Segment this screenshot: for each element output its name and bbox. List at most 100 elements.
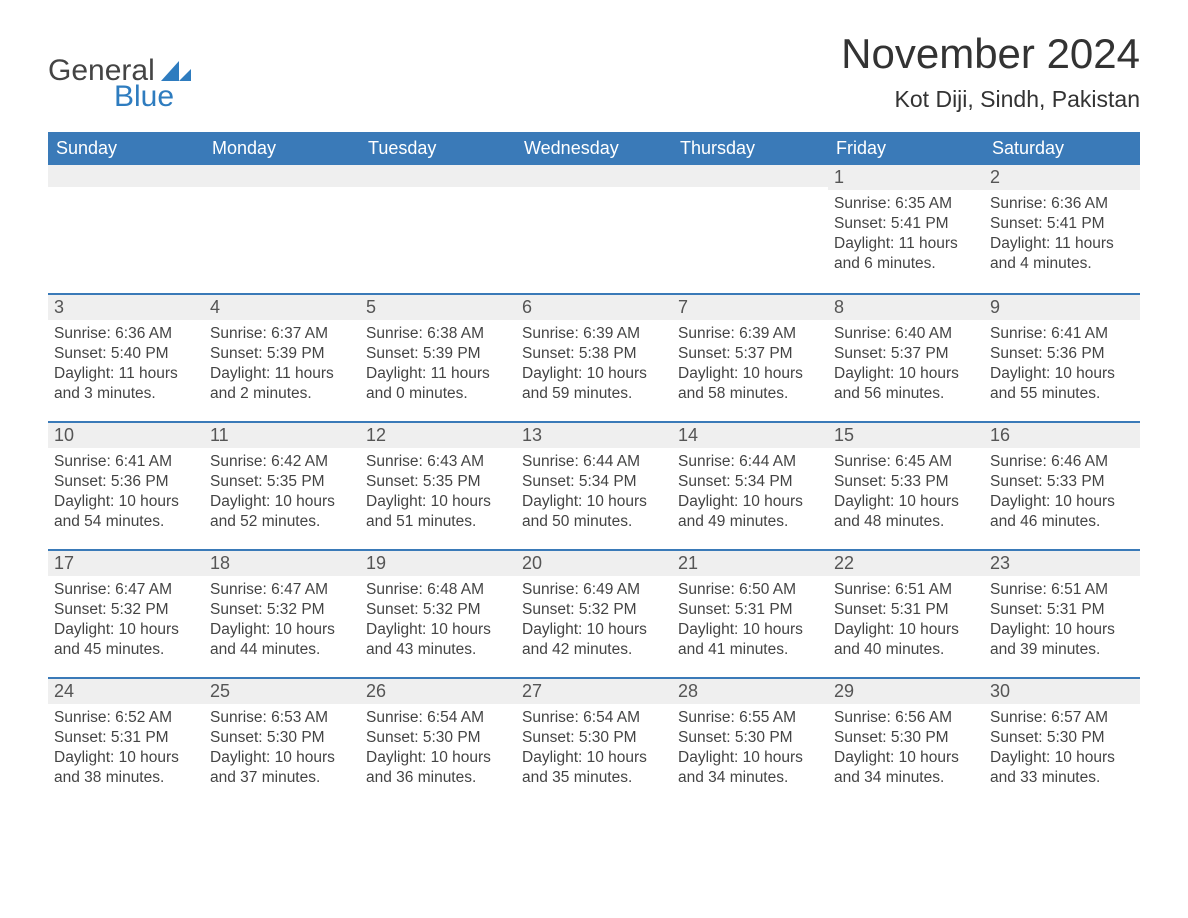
- weekday-header: Tuesday: [360, 132, 516, 165]
- sunset-line: Sunset: 5:30 PM: [678, 728, 822, 748]
- daylight-line: Daylight: 10 hours and 52 minutes.: [210, 492, 354, 532]
- sunrise-line: Sunrise: 6:40 AM: [834, 324, 978, 344]
- daylight-line: Daylight: 10 hours and 37 minutes.: [210, 748, 354, 788]
- sunset-line: Sunset: 5:36 PM: [54, 472, 198, 492]
- daylight-line: Daylight: 10 hours and 54 minutes.: [54, 492, 198, 532]
- daylight-line: Daylight: 10 hours and 45 minutes.: [54, 620, 198, 660]
- day-details: Sunrise: 6:54 AMSunset: 5:30 PMDaylight:…: [360, 704, 516, 795]
- day-cell: [204, 165, 360, 293]
- sunset-line: Sunset: 5:32 PM: [366, 600, 510, 620]
- day-number: 30: [984, 677, 1140, 704]
- day-cell: 17Sunrise: 6:47 AMSunset: 5:32 PMDayligh…: [48, 549, 204, 677]
- sunrise-line: Sunrise: 6:43 AM: [366, 452, 510, 472]
- day-cell: 18Sunrise: 6:47 AMSunset: 5:32 PMDayligh…: [204, 549, 360, 677]
- daylight-line: Daylight: 10 hours and 36 minutes.: [366, 748, 510, 788]
- day-cell: 1Sunrise: 6:35 AMSunset: 5:41 PMDaylight…: [828, 165, 984, 293]
- daylight-line: Daylight: 10 hours and 55 minutes.: [990, 364, 1134, 404]
- day-number: 6: [516, 293, 672, 320]
- day-cell: 21Sunrise: 6:50 AMSunset: 5:31 PMDayligh…: [672, 549, 828, 677]
- day-details: Sunrise: 6:47 AMSunset: 5:32 PMDaylight:…: [48, 576, 204, 667]
- day-details: Sunrise: 6:51 AMSunset: 5:31 PMDaylight:…: [984, 576, 1140, 667]
- daylight-line: Daylight: 10 hours and 46 minutes.: [990, 492, 1134, 532]
- day-details: Sunrise: 6:35 AMSunset: 5:41 PMDaylight:…: [828, 190, 984, 281]
- day-details: Sunrise: 6:39 AMSunset: 5:38 PMDaylight:…: [516, 320, 672, 411]
- daylight-line: Daylight: 10 hours and 56 minutes.: [834, 364, 978, 404]
- calendar-body: 1Sunrise: 6:35 AMSunset: 5:41 PMDaylight…: [48, 165, 1140, 805]
- sunrise-line: Sunrise: 6:54 AM: [366, 708, 510, 728]
- empty-day-header: [516, 165, 672, 187]
- sunrise-line: Sunrise: 6:46 AM: [990, 452, 1134, 472]
- daylight-line: Daylight: 11 hours and 2 minutes.: [210, 364, 354, 404]
- day-details: Sunrise: 6:42 AMSunset: 5:35 PMDaylight:…: [204, 448, 360, 539]
- day-cell: [516, 165, 672, 293]
- day-details: Sunrise: 6:54 AMSunset: 5:30 PMDaylight:…: [516, 704, 672, 795]
- title-block: November 2024 Kot Diji, Sindh, Pakistan: [841, 30, 1140, 113]
- day-cell: 11Sunrise: 6:42 AMSunset: 5:35 PMDayligh…: [204, 421, 360, 549]
- day-number: 9: [984, 293, 1140, 320]
- day-number: 20: [516, 549, 672, 576]
- daylight-line: Daylight: 10 hours and 33 minutes.: [990, 748, 1134, 788]
- sunrise-line: Sunrise: 6:49 AM: [522, 580, 666, 600]
- empty-day-header: [360, 165, 516, 187]
- sunrise-line: Sunrise: 6:47 AM: [210, 580, 354, 600]
- day-details: Sunrise: 6:50 AMSunset: 5:31 PMDaylight:…: [672, 576, 828, 667]
- weekday-header: Saturday: [984, 132, 1140, 165]
- sunset-line: Sunset: 5:41 PM: [834, 214, 978, 234]
- day-cell: 7Sunrise: 6:39 AMSunset: 5:37 PMDaylight…: [672, 293, 828, 421]
- weekday-row: SundayMondayTuesdayWednesdayThursdayFrid…: [48, 132, 1140, 165]
- daylight-line: Daylight: 10 hours and 48 minutes.: [834, 492, 978, 532]
- day-number: 16: [984, 421, 1140, 448]
- day-number: 14: [672, 421, 828, 448]
- location-text: Kot Diji, Sindh, Pakistan: [841, 86, 1140, 113]
- daylight-line: Daylight: 10 hours and 35 minutes.: [522, 748, 666, 788]
- month-title: November 2024: [841, 30, 1140, 78]
- sunrise-line: Sunrise: 6:47 AM: [54, 580, 198, 600]
- sunset-line: Sunset: 5:32 PM: [522, 600, 666, 620]
- sunrise-line: Sunrise: 6:41 AM: [54, 452, 198, 472]
- daylight-line: Daylight: 11 hours and 3 minutes.: [54, 364, 198, 404]
- day-details: Sunrise: 6:44 AMSunset: 5:34 PMDaylight:…: [516, 448, 672, 539]
- day-cell: 25Sunrise: 6:53 AMSunset: 5:30 PMDayligh…: [204, 677, 360, 805]
- day-number: 1: [828, 165, 984, 190]
- sunset-line: Sunset: 5:39 PM: [210, 344, 354, 364]
- day-details: Sunrise: 6:37 AMSunset: 5:39 PMDaylight:…: [204, 320, 360, 411]
- day-details: Sunrise: 6:39 AMSunset: 5:37 PMDaylight:…: [672, 320, 828, 411]
- sunset-line: Sunset: 5:31 PM: [990, 600, 1134, 620]
- day-cell: 14Sunrise: 6:44 AMSunset: 5:34 PMDayligh…: [672, 421, 828, 549]
- sunset-line: Sunset: 5:33 PM: [834, 472, 978, 492]
- day-wrapper: 15Sunrise: 6:45 AMSunset: 5:33 PMDayligh…: [828, 421, 984, 549]
- logo: General Blue: [48, 54, 191, 114]
- empty-day-header: [48, 165, 204, 187]
- sunrise-line: Sunrise: 6:38 AM: [366, 324, 510, 344]
- daylight-line: Daylight: 10 hours and 38 minutes.: [54, 748, 198, 788]
- day-wrapper: 4Sunrise: 6:37 AMSunset: 5:39 PMDaylight…: [204, 293, 360, 421]
- sunset-line: Sunset: 5:34 PM: [522, 472, 666, 492]
- day-details: Sunrise: 6:43 AMSunset: 5:35 PMDaylight:…: [360, 448, 516, 539]
- daylight-line: Daylight: 10 hours and 40 minutes.: [834, 620, 978, 660]
- day-details: Sunrise: 6:41 AMSunset: 5:36 PMDaylight:…: [984, 320, 1140, 411]
- sunrise-line: Sunrise: 6:54 AM: [522, 708, 666, 728]
- weekday-header: Friday: [828, 132, 984, 165]
- day-wrapper: 11Sunrise: 6:42 AMSunset: 5:35 PMDayligh…: [204, 421, 360, 549]
- day-details: Sunrise: 6:36 AMSunset: 5:40 PMDaylight:…: [48, 320, 204, 411]
- daylight-line: Daylight: 10 hours and 34 minutes.: [834, 748, 978, 788]
- sunset-line: Sunset: 5:31 PM: [54, 728, 198, 748]
- day-cell: 13Sunrise: 6:44 AMSunset: 5:34 PMDayligh…: [516, 421, 672, 549]
- day-number: 21: [672, 549, 828, 576]
- sunset-line: Sunset: 5:30 PM: [522, 728, 666, 748]
- day-wrapper: 29Sunrise: 6:56 AMSunset: 5:30 PMDayligh…: [828, 677, 984, 805]
- day-wrapper: 9Sunrise: 6:41 AMSunset: 5:36 PMDaylight…: [984, 293, 1140, 421]
- calendar-table: SundayMondayTuesdayWednesdayThursdayFrid…: [48, 132, 1140, 805]
- day-cell: 8Sunrise: 6:40 AMSunset: 5:37 PMDaylight…: [828, 293, 984, 421]
- day-cell: 22Sunrise: 6:51 AMSunset: 5:31 PMDayligh…: [828, 549, 984, 677]
- daylight-line: Daylight: 10 hours and 42 minutes.: [522, 620, 666, 660]
- day-cell: [48, 165, 204, 293]
- day-wrapper: 24Sunrise: 6:52 AMSunset: 5:31 PMDayligh…: [48, 677, 204, 805]
- weekday-header: Monday: [204, 132, 360, 165]
- sunrise-line: Sunrise: 6:39 AM: [522, 324, 666, 344]
- sunrise-line: Sunrise: 6:44 AM: [678, 452, 822, 472]
- day-wrapper: 23Sunrise: 6:51 AMSunset: 5:31 PMDayligh…: [984, 549, 1140, 677]
- sunset-line: Sunset: 5:40 PM: [54, 344, 198, 364]
- sunset-line: Sunset: 5:32 PM: [54, 600, 198, 620]
- day-wrapper: 25Sunrise: 6:53 AMSunset: 5:30 PMDayligh…: [204, 677, 360, 805]
